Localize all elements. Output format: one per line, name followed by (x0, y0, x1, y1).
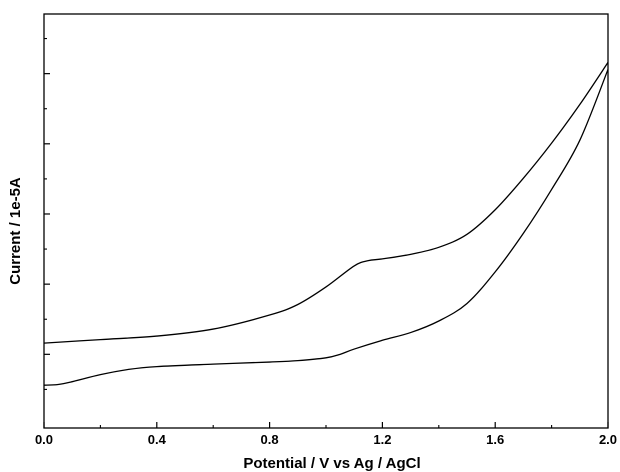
y-axis (44, 38, 50, 390)
x-tick-label: 1.6 (486, 432, 504, 447)
x-tick-label: 0.4 (148, 432, 167, 447)
x-tick-label: 0.0 (35, 432, 53, 447)
x-tick-label: 2.0 (599, 432, 617, 447)
series-layer (43, 62, 609, 386)
x-axis-title: Potential / V vs Ag / AgCl (243, 455, 420, 472)
series-line-upper (43, 62, 609, 344)
x-tick-label: 0.8 (261, 432, 279, 447)
series-line-lower (43, 69, 609, 386)
x-axis: 0.0 0.4 0.8 1.2 1.6 2.0 (35, 422, 617, 447)
plot-frame (43, 13, 609, 429)
y-axis-title: Current / 1e-5A (7, 177, 24, 285)
x-tick-label: 1.2 (373, 432, 391, 447)
